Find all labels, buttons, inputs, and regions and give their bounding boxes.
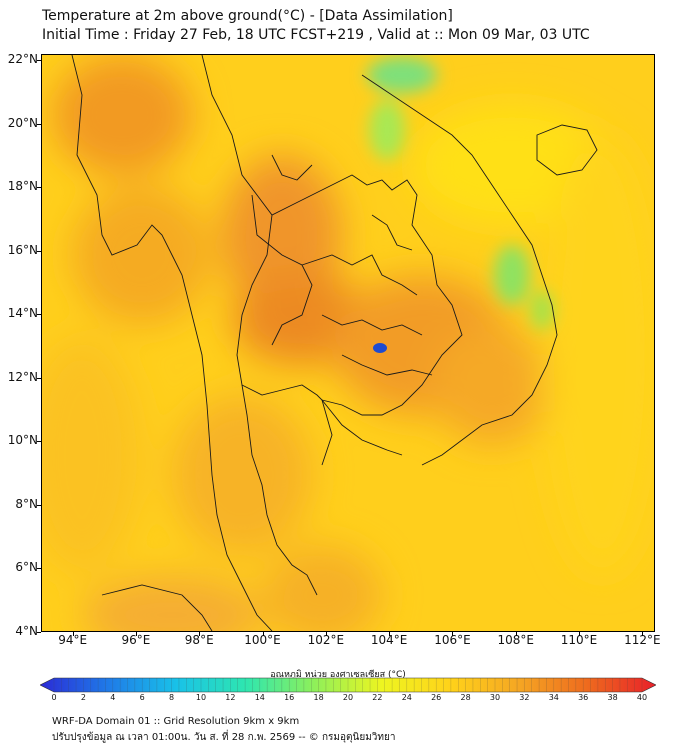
- lon-tick-label: 94°E: [58, 633, 88, 647]
- colorbar-tick-label: 2: [80, 693, 86, 702]
- lat-tick-label: 10°N: [7, 433, 38, 448]
- colorbar-tick-label: 18: [313, 693, 324, 702]
- colorbar-tick-label: 20: [342, 693, 354, 702]
- chart-subtitle: Initial Time : Friday 27 Feb, 18 UTC FCS…: [42, 27, 590, 43]
- lat-tick: [37, 377, 41, 379]
- colorbar-tick-label: 16: [284, 693, 295, 702]
- lat-tick: [37, 504, 41, 506]
- colorbar-tick-label: 8: [169, 693, 175, 702]
- lon-tick-label: 110°E: [560, 633, 598, 647]
- lat-tick-label: 20°N: [7, 115, 38, 130]
- lon-tick: [452, 632, 454, 636]
- lat-tick: [37, 60, 41, 62]
- colorbar-tick-label: 26: [431, 693, 442, 702]
- colorbar-tick-label: 34: [548, 693, 559, 702]
- colorbar-tick-label: 4: [110, 693, 116, 702]
- lon-tick: [199, 632, 201, 636]
- lat-tick-label: 6°N: [15, 560, 38, 575]
- lon-tick: [642, 632, 644, 636]
- lon-tick-label: 108°E: [497, 633, 534, 647]
- lat-tick: [37, 250, 41, 252]
- country-boundaries: [71, 55, 598, 631]
- lat-tick-label: 22°N: [7, 52, 38, 67]
- lon-tick-label: 96°E: [121, 633, 151, 647]
- temperature-field-warm-zones: [42, 55, 654, 631]
- lon-tick: [72, 632, 74, 636]
- lat-tick-label: 8°N: [15, 496, 38, 511]
- lat-tick: [37, 568, 41, 570]
- colorbar-tick-label: 14: [254, 693, 265, 702]
- colorbar-tick-label: 40: [636, 693, 648, 702]
- lat-tick-label: 14°N: [7, 306, 38, 321]
- colorbar-tick-label: 10: [195, 693, 207, 702]
- lat-tick-label: 12°N: [7, 369, 38, 384]
- lat-tick: [37, 314, 41, 316]
- colorbar-tick-label: 0: [51, 693, 57, 702]
- lon-tick: [579, 632, 581, 636]
- lat-tick: [37, 441, 41, 443]
- colorbar-tick-labels: 0 2 4 6 8 10 12 14 16 18 20 22 24 26 28 30 32 34 36 38 40: [0, 693, 676, 705]
- lon-tick-label: 100°E: [244, 633, 281, 647]
- lat-tick-label: 18°N: [7, 179, 38, 194]
- colorbar-gradient: [39, 677, 657, 693]
- colorbar-tick-label: 24: [401, 693, 412, 702]
- lat-tick: [37, 632, 41, 633]
- lon-tick-label: 98°E: [184, 633, 214, 647]
- colorbar-tick-label: 36: [578, 693, 589, 702]
- lon-tick: [515, 632, 517, 636]
- lon-tick-label: 112°E: [624, 633, 661, 647]
- lon-tick-label: 104°E: [370, 633, 408, 647]
- lon-tick: [262, 632, 264, 636]
- lat-tick: [37, 187, 41, 189]
- colorbar-tick-label: 38: [607, 693, 618, 702]
- model-info: WRF-DA Domain 01 :: Grid Resolution 9km …: [52, 716, 300, 727]
- colorbar: [39, 677, 657, 693]
- colorbar-tick-label: 6: [139, 693, 145, 702]
- colorbar-tick-label: 28: [460, 693, 471, 702]
- lon-tick-label: 102°E: [307, 633, 345, 647]
- lon-tick: [389, 632, 391, 636]
- chart-title: Temperature at 2m above ground(°C) - [Da…: [42, 8, 453, 24]
- lat-tick: [37, 123, 41, 125]
- water-bodies: [373, 343, 387, 353]
- colorbar-tick-label: 30: [489, 693, 501, 702]
- map-canvas: [42, 55, 654, 631]
- lat-tick-label: 16°N: [7, 242, 38, 257]
- lon-tick: [325, 632, 327, 636]
- lon-tick-label: 106°E: [434, 633, 471, 647]
- colorbar-tick-label: 12: [225, 693, 236, 702]
- temperature-field-cool-zones: [367, 57, 554, 330]
- temperature-map: [41, 54, 655, 632]
- update-info: ปรับปรุงข้อมูล ณ เวลา 01:00น. วัน ส. ที่…: [52, 732, 396, 743]
- colorbar-tick-label: 22: [372, 693, 383, 702]
- lat-tick-label: 4°N: [15, 624, 38, 638]
- lon-tick: [135, 632, 137, 636]
- colorbar-tick-label: 32: [519, 693, 530, 702]
- colorbar-title: อุณหภูมิ หน่วย องศาเซลเซียส (°C): [270, 670, 406, 680]
